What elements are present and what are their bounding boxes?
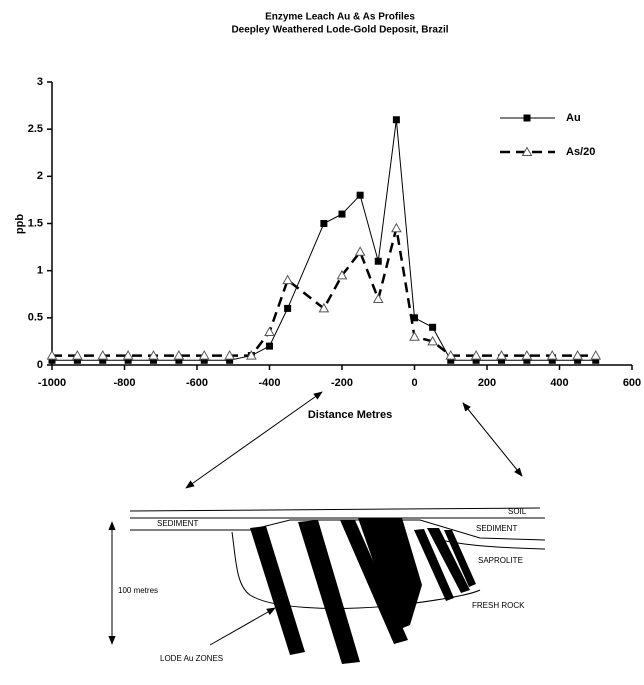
lode-zone	[414, 529, 454, 601]
data-point	[470, 350, 482, 360]
data-point	[124, 356, 132, 364]
data-point	[429, 323, 437, 331]
data-point	[48, 356, 56, 364]
legend-label: As/20	[566, 146, 595, 158]
data-point	[523, 356, 531, 364]
data-point	[284, 304, 292, 312]
lode-zone	[444, 530, 476, 587]
data-point	[282, 274, 293, 285]
x-tick-label: 200	[478, 377, 496, 389]
data-point	[122, 350, 134, 360]
data-point	[548, 356, 556, 364]
legend-label: Au	[566, 112, 581, 124]
x-tick-label: -1000	[38, 377, 66, 389]
x-tick-label: 400	[550, 377, 568, 389]
y-tick-label: 0.5	[28, 312, 43, 324]
chart-subtitle: Deepley Weathered Lode-Gold Deposit, Bra…	[231, 25, 448, 36]
data-point	[496, 350, 507, 360]
data-point	[590, 350, 602, 360]
data-point	[99, 356, 107, 364]
data-point	[200, 356, 208, 364]
data-point	[372, 293, 384, 303]
lode-zone	[358, 518, 422, 630]
diagram-label: FRESH ROCK	[472, 601, 525, 610]
data-point	[391, 222, 402, 233]
data-point	[318, 302, 330, 313]
y-tick-label: 1	[37, 265, 43, 277]
diagram-label: SAPROLITE	[478, 556, 523, 565]
diagram-label: SEDIMENT	[157, 519, 198, 528]
lode-zone	[340, 520, 408, 644]
series-line	[52, 227, 596, 357]
diagram-label: LODE Au ZONES	[160, 654, 223, 663]
x-axis-label: Distance Metres	[308, 409, 392, 421]
series-line	[52, 119, 596, 361]
data-point	[72, 350, 83, 360]
data-point	[320, 220, 328, 227]
data-point	[592, 356, 600, 364]
lode-arrow	[209, 607, 276, 646]
arrow	[185, 391, 323, 489]
data-point	[447, 356, 455, 364]
y-tick-label: 3	[37, 76, 43, 88]
arrow	[462, 402, 523, 477]
data-point	[264, 326, 275, 336]
x-tick-label: -800	[113, 377, 135, 389]
data-point	[409, 331, 420, 341]
data-point	[173, 350, 185, 360]
data-point	[226, 356, 234, 364]
data-point	[97, 350, 109, 360]
x-tick-label: 600	[623, 377, 641, 389]
surface-line	[129, 507, 541, 512]
data-point	[427, 335, 438, 346]
lode-zones	[250, 518, 476, 664]
data-point	[266, 342, 273, 350]
legend-marker	[523, 114, 531, 122]
y-tick-label: 2.5	[28, 123, 43, 135]
plot: 0 0.5 1 1.5 2 2.5 3 -1000 -800 -600 -400 -200 0 200 40…	[28, 76, 641, 389]
data-point	[472, 356, 480, 364]
data-point	[374, 257, 382, 265]
legend-marker	[521, 146, 533, 156]
diagram-label: SEDIMENT	[476, 524, 517, 533]
data-point	[574, 356, 582, 364]
data-point	[198, 350, 210, 360]
y-tick-label: 0	[37, 359, 43, 371]
data-point	[175, 356, 183, 364]
data-point	[354, 246, 366, 256]
data-point	[445, 350, 457, 360]
x-tick-label: 0	[411, 377, 417, 389]
data-point	[148, 350, 159, 360]
data-point	[521, 350, 533, 360]
data-point	[546, 350, 558, 360]
data-point	[73, 356, 81, 364]
diagram-label: 100 metres	[118, 586, 158, 595]
x-tick-label: -200	[331, 377, 353, 389]
data-point	[411, 314, 418, 322]
x-tick-label: -600	[186, 377, 208, 389]
diagram-label: SOIL	[508, 507, 527, 516]
data-point	[392, 116, 400, 124]
lode-zone	[250, 526, 305, 655]
data-point	[572, 350, 583, 360]
data-point	[46, 350, 58, 360]
data-point	[336, 269, 348, 280]
data-point	[356, 191, 364, 199]
x-tick-label: -400	[258, 377, 280, 389]
lode-zone	[427, 528, 470, 593]
data-point	[338, 210, 346, 218]
data-point	[224, 350, 235, 360]
y-axis-label: ppb	[14, 214, 26, 234]
data-point	[150, 356, 157, 364]
lode-zone	[298, 520, 360, 664]
y-tick-label: 1.5	[28, 217, 43, 229]
data-point	[246, 350, 257, 360]
data-point	[498, 356, 505, 364]
y-tick-label: 2	[37, 170, 43, 182]
chart-title: Enzyme Leach Au & As Profiles	[265, 12, 415, 23]
